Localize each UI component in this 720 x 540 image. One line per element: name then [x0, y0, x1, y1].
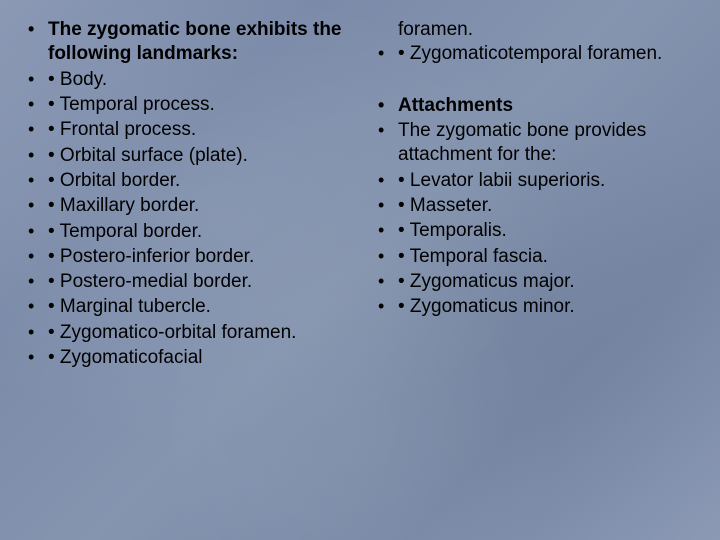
- list-item: • Zygomaticus major.: [398, 270, 696, 294]
- list-item: • Orbital surface (plate).: [48, 144, 360, 168]
- list-item: • Masseter.: [398, 194, 696, 218]
- list-item: • Frontal process.: [48, 118, 360, 142]
- list-item: The zygomatic bone exhibits the followin…: [48, 18, 360, 67]
- list-item: • Levator labii superioris.: [398, 169, 696, 193]
- list-item: • Maxillary border.: [48, 194, 360, 218]
- list-item: • Postero-medial border.: [48, 270, 360, 294]
- list-item: Attachments: [398, 94, 696, 118]
- section-spacer: [370, 68, 696, 94]
- list-item: • Orbital border.: [48, 169, 360, 193]
- list-item: • Postero-inferior border.: [48, 245, 360, 269]
- list-item: • Zygomaticofacial: [48, 346, 360, 370]
- list-item: • Temporal border.: [48, 220, 360, 244]
- right-list-bottom: Attachments The zygomatic bone provides …: [370, 94, 696, 320]
- left-column: The zygomatic bone exhibits the followin…: [20, 18, 360, 520]
- list-item: • Temporal fascia.: [398, 245, 696, 269]
- list-item: • Temporalis.: [398, 219, 696, 243]
- list-item: • Zygomaticus minor.: [398, 295, 696, 319]
- list-item: The zygomatic bone provides attachment f…: [398, 119, 696, 168]
- continuation-text: foramen.: [370, 18, 696, 42]
- list-item: • Body.: [48, 68, 360, 92]
- list-item: • Zygomatico-orbital foramen.: [48, 321, 360, 345]
- list-item: • Marginal tubercle.: [48, 295, 360, 319]
- slide-container: The zygomatic bone exhibits the followin…: [0, 0, 720, 540]
- left-list: The zygomatic bone exhibits the followin…: [20, 18, 360, 370]
- right-column: foramen. • Zygomaticotemporal foramen. A…: [370, 18, 696, 520]
- list-item: • Zygomaticotemporal foramen.: [398, 42, 696, 66]
- right-list-top: • Zygomaticotemporal foramen.: [370, 42, 696, 66]
- list-item: • Temporal process.: [48, 93, 360, 117]
